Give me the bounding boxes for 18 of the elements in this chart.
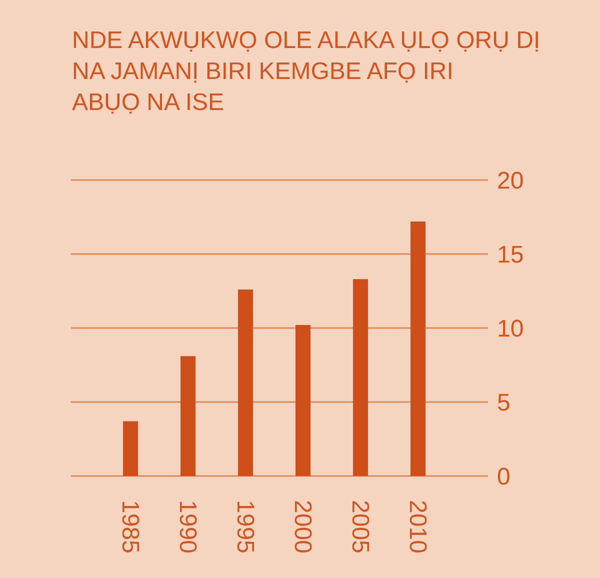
y-tick-label: 0 [497, 464, 510, 491]
bar [238, 290, 253, 476]
bar [410, 221, 426, 476]
bar [353, 279, 368, 476]
bar [123, 421, 138, 476]
x-tick-label: 2005 [346, 500, 374, 554]
y-tick-label: 15 [497, 242, 524, 269]
x-tick-label: 1990 [174, 500, 201, 554]
bar [180, 356, 196, 476]
y-tick-label: 20 [497, 168, 524, 195]
y-tick-label: 5 [497, 390, 510, 417]
y-tick-label: 10 [497, 316, 524, 343]
x-tick-label: 2010 [404, 500, 431, 554]
chart-title: NDE AKWỤKWỌ OLE ALAKA ỤLỌ ỌRỤ DỊ NA JAMANỊ BIRI KEMGBE AFỌ IRI ABỤỌ NA ISE [72, 26, 542, 118]
x-tick-label: 2000 [288, 500, 316, 554]
x-tick-label: 1985 [116, 500, 144, 554]
bar [296, 325, 310, 476]
x-tick-label: 1995 [231, 500, 258, 554]
